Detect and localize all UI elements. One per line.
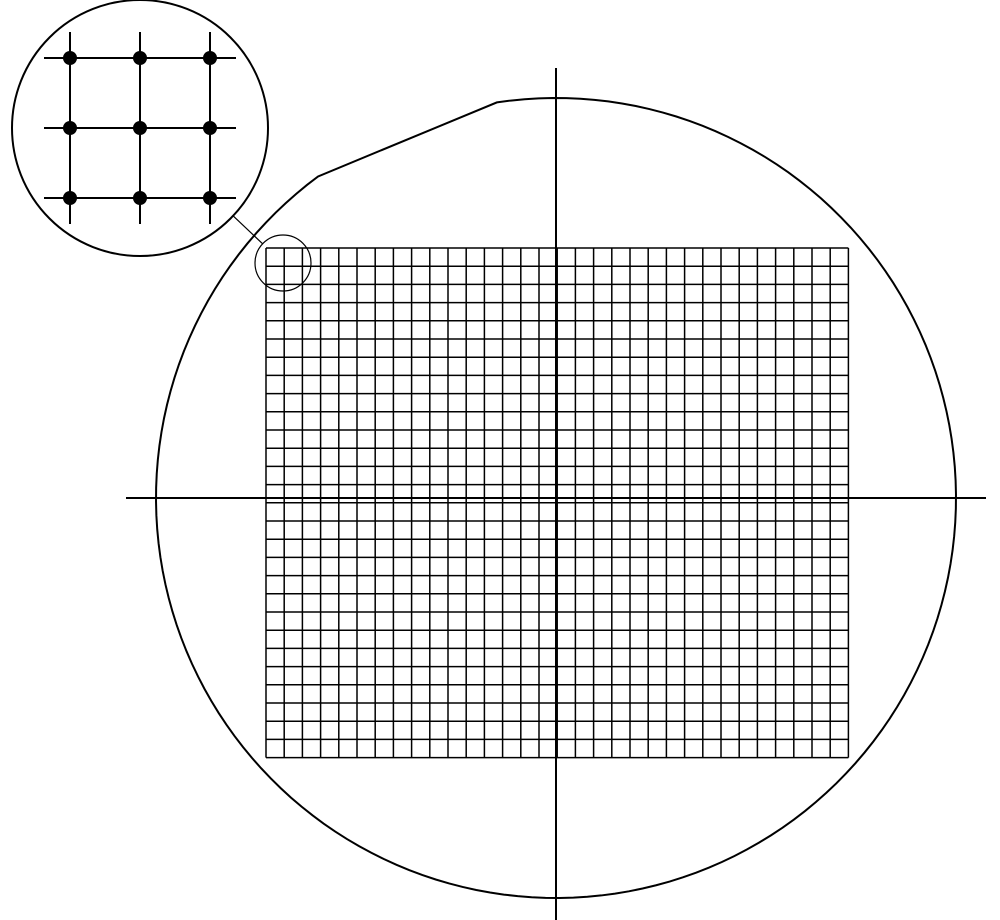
inset-dot — [133, 121, 147, 135]
inset-dot — [63, 51, 77, 65]
inset-dot — [133, 51, 147, 65]
inset-dot — [203, 51, 217, 65]
inset-dot — [63, 191, 77, 205]
inset-dot — [63, 121, 77, 135]
diagram-canvas — [0, 0, 1000, 920]
diagram-svg — [0, 0, 1000, 920]
inset-dot — [203, 191, 217, 205]
inset-dot — [133, 191, 147, 205]
inset-dot — [203, 121, 217, 135]
